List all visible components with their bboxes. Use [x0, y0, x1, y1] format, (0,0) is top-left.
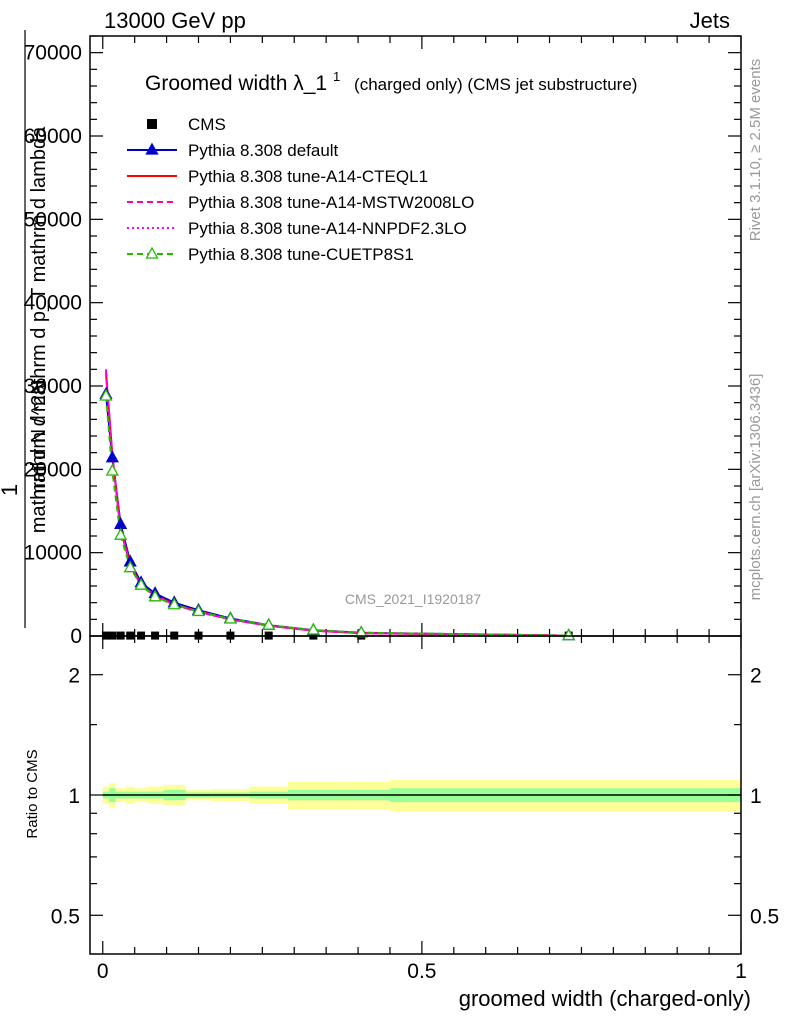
source-label: mcplots.cern.ch [arXiv:1306.3436]: [747, 374, 764, 601]
analysis-watermark: CMS_2021_I1920187: [345, 591, 481, 607]
ratio-y-tick-label-right: 2: [750, 665, 762, 688]
ratio-y-tick-label: 2: [68, 665, 80, 688]
main-y-axis: 0 10000 20000 30000 40000 50000 60000 70000: [24, 35, 741, 648]
ratio-y-tick-label: 0.5: [51, 905, 80, 928]
y-tick-label: 40000: [24, 292, 82, 315]
category-label: Jets: [690, 8, 730, 33]
x-tick-label: 0: [97, 960, 109, 983]
main-y-label: mathrm d^2N 1 mathrm d N / mathrm d p_T …: [0, 30, 50, 628]
legend-label: Pythia 8.308 default: [188, 141, 339, 160]
series-marker-5: [148, 589, 162, 602]
y-label-top: mathrm d^2N: [28, 380, 50, 499]
y-label-denominator: mathrm d N / mathrm d p_T mathrm d lambd…: [28, 126, 50, 533]
x-axis-label: groomed width (charged-only): [459, 986, 751, 1011]
ratio-y-label: Ratio to CMS: [24, 749, 41, 838]
ratio-panel: 0.5 0.51 12 2 0 0.5 1 Ratio to CMS groomed wi…: [24, 635, 779, 1011]
series-marker-5: [562, 628, 576, 641]
legend-label: Pythia 8.308 tune-A14-MSTW2008LO: [188, 193, 474, 212]
main-x-ticks: [102, 36, 742, 636]
series-marker-5: [134, 577, 148, 590]
legend-item: CMS: [147, 115, 226, 134]
title-text: Groomed width λ_1 1 (charged only) (CMS …: [145, 63, 637, 95]
plot-title: Groomed width λ_1 1 (charged only) (CMS …: [145, 63, 637, 95]
legend-item: Pythia 8.308 tune-A14-CTEQL1: [127, 167, 428, 186]
legend-item: Pythia 8.308 tune-CUETP8S1: [127, 245, 414, 264]
title-symbol: λ_1: [293, 72, 327, 95]
series-marker-5: [191, 604, 206, 617]
x-tick-label: 0.5: [407, 960, 436, 983]
title-superscript: 1: [333, 69, 340, 84]
legend-label: Pythia 8.308 tune-A14-NNPDF2.3LO: [188, 219, 467, 238]
ratio-y-axis: 0.5 0.5 1 1 2 2: [51, 665, 779, 929]
legend-marker: [145, 142, 159, 155]
y-tick-label: 70000: [24, 42, 82, 65]
series-marker-1: [114, 516, 128, 529]
legend-swatch: [147, 119, 157, 129]
energy-label: 13000 GeV pp: [104, 8, 246, 33]
legend-item: Pythia 8.308 tune-A14-NNPDF2.3LO: [127, 219, 467, 238]
series-marker-5: [262, 617, 276, 630]
series-marker-1: [105, 450, 119, 463]
series-marker-5: [167, 597, 181, 610]
title-subtitle: (charged only) (CMS jet substructure): [354, 75, 637, 94]
legend-label: CMS: [188, 115, 226, 134]
legend-marker: [145, 246, 159, 259]
series-marker-5: [306, 622, 320, 635]
y-tick-label: 30000: [24, 375, 82, 398]
series-marker-5: [114, 527, 128, 540]
legend-label: Pythia 8.308 tune-CUETP8S1: [188, 245, 414, 264]
ratio-y-tick-label: 1: [68, 785, 80, 808]
rivet-label: Rivet 3.1.10, ≥ 2.5M events: [747, 59, 764, 242]
ratio-x-axis: 0 0.5 1: [97, 636, 747, 983]
series-line-3: [105, 370, 569, 637]
series-marker-5: [105, 463, 119, 476]
main-curves: [105, 369, 569, 637]
legend-label: Pythia 8.308 tune-A14-CTEQL1: [188, 167, 428, 186]
main-markers: [99, 386, 576, 641]
y-tick-label: 20000: [24, 458, 82, 481]
series-marker-5: [99, 388, 113, 401]
main-panel: 0 10000 20000 30000 40000 50000 60000 70000 CMS…: [24, 35, 742, 648]
series-marker-5: [123, 560, 137, 573]
series-marker-5: [223, 611, 238, 624]
y-tick-label: 10000: [24, 542, 82, 565]
y-tick-label: 0: [70, 625, 82, 648]
series-line-4: [105, 369, 569, 637]
y-label-numerator: 1: [0, 484, 22, 496]
legend: CMS Pythia 8.308 default Pythia 8.308 tune…: [127, 115, 474, 264]
title-main: Groomed width: [145, 72, 287, 95]
y-tick-label: 60000: [24, 125, 82, 148]
ratio-y-tick-label-right: 1: [750, 785, 762, 808]
ratio-y-tick-label-right: 0.5: [750, 905, 779, 928]
legend-item: Pythia 8.308 tune-A14-MSTW2008LO: [127, 193, 474, 212]
y-tick-label: 50000: [24, 208, 82, 231]
series-line-2: [105, 373, 569, 637]
x-tick-label: 1: [735, 960, 747, 983]
legend-item: Pythia 8.308 default: [127, 141, 339, 160]
